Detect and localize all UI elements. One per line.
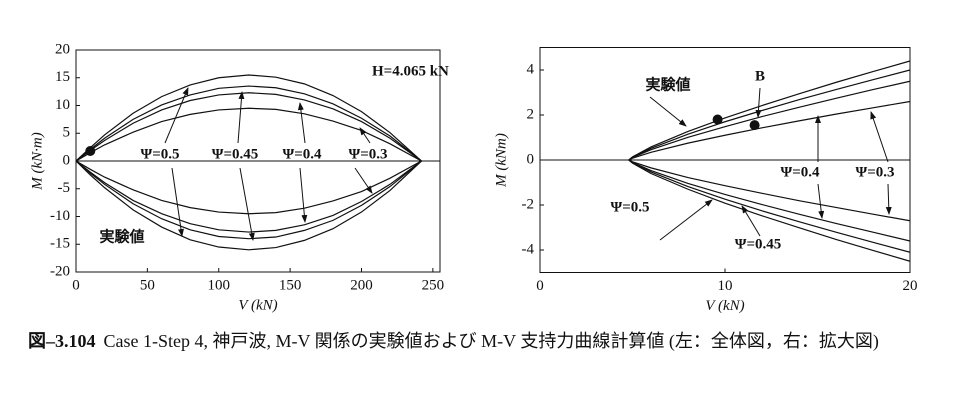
annotation: H=4.065 kN: [372, 63, 449, 79]
x-tick-label: 20: [903, 278, 918, 294]
caption: 図–3.104 Case 1-Step 4, 神戸波, M-V 関係の実験値および…: [28, 326, 928, 356]
annotation: Ψ=0.4: [283, 146, 322, 162]
y-tick-label: -4: [522, 241, 535, 257]
curve: [628, 60, 911, 161]
x-tick-label: 200: [350, 277, 373, 293]
y-tick-label: 5: [63, 125, 71, 141]
curve: [75, 160, 422, 240]
curve: [75, 160, 422, 215]
curve: [75, 74, 422, 162]
curve: [628, 159, 911, 253]
y-axis-label: M (kN·m): [29, 132, 45, 190]
y-tick-label: 4: [527, 61, 535, 77]
y-axis-label: M (kNm): [493, 133, 509, 188]
x-tick-label: 250: [422, 277, 445, 293]
curve: [75, 107, 422, 162]
x-tick-label: 10: [718, 278, 733, 294]
curve: [75, 85, 422, 162]
annotation: Ψ=0.3: [856, 164, 895, 180]
annotation: Ψ=0.45: [212, 146, 259, 162]
annotation: B: [755, 68, 765, 84]
y-tick-label: 0: [527, 151, 535, 167]
annotation: Ψ=0.4: [781, 164, 820, 180]
curve: [628, 69, 911, 161]
y-tick-label: 15: [55, 69, 70, 85]
y-tick-label: -5: [58, 180, 71, 196]
annotation: Ψ=0.45: [735, 236, 782, 252]
curve: [75, 160, 422, 251]
y-tick-label: 10: [55, 97, 70, 113]
caption-text: Case 1-Step 4, 神戸波, M-V 関係の実験値および M-V 支持…: [103, 331, 879, 351]
data-point: [712, 114, 723, 125]
arrows: [164, 87, 892, 241]
y-tick-label: -15: [50, 236, 70, 252]
curve: [628, 100, 911, 161]
annotation: 実験値: [645, 75, 690, 93]
x-tick-label: 0: [72, 277, 80, 293]
x-tick-label: 150: [279, 277, 302, 293]
data-point: [749, 120, 760, 131]
x-axis-label: V (kN): [238, 297, 277, 313]
curve: [628, 80, 911, 161]
y-tick-label: 20: [55, 41, 70, 57]
y-tick-label: 0: [63, 152, 71, 168]
x-tick-label: 0: [536, 278, 544, 294]
y-tick-label: -10: [50, 208, 70, 224]
curve: [628, 159, 911, 262]
curve: [628, 159, 911, 222]
data-point: [85, 146, 96, 157]
curve: [628, 159, 911, 242]
annotation: Ψ=0.5: [611, 199, 650, 215]
curve: [75, 160, 422, 233]
y-tick-label: 2: [527, 106, 535, 122]
curve: [75, 92, 422, 162]
y-tick-label: -20: [50, 263, 70, 279]
annotation: Ψ=0.5: [141, 146, 180, 162]
annotation: Ψ=0.3: [349, 146, 388, 162]
caption-label: 図–3.104: [28, 331, 96, 351]
x-tick-label: 50: [140, 277, 155, 293]
y-tick-label: -2: [522, 196, 535, 212]
annotation: 実験値: [99, 227, 144, 245]
x-tick-label: 100: [207, 277, 230, 293]
x-axis-label: V (kN): [705, 298, 744, 314]
